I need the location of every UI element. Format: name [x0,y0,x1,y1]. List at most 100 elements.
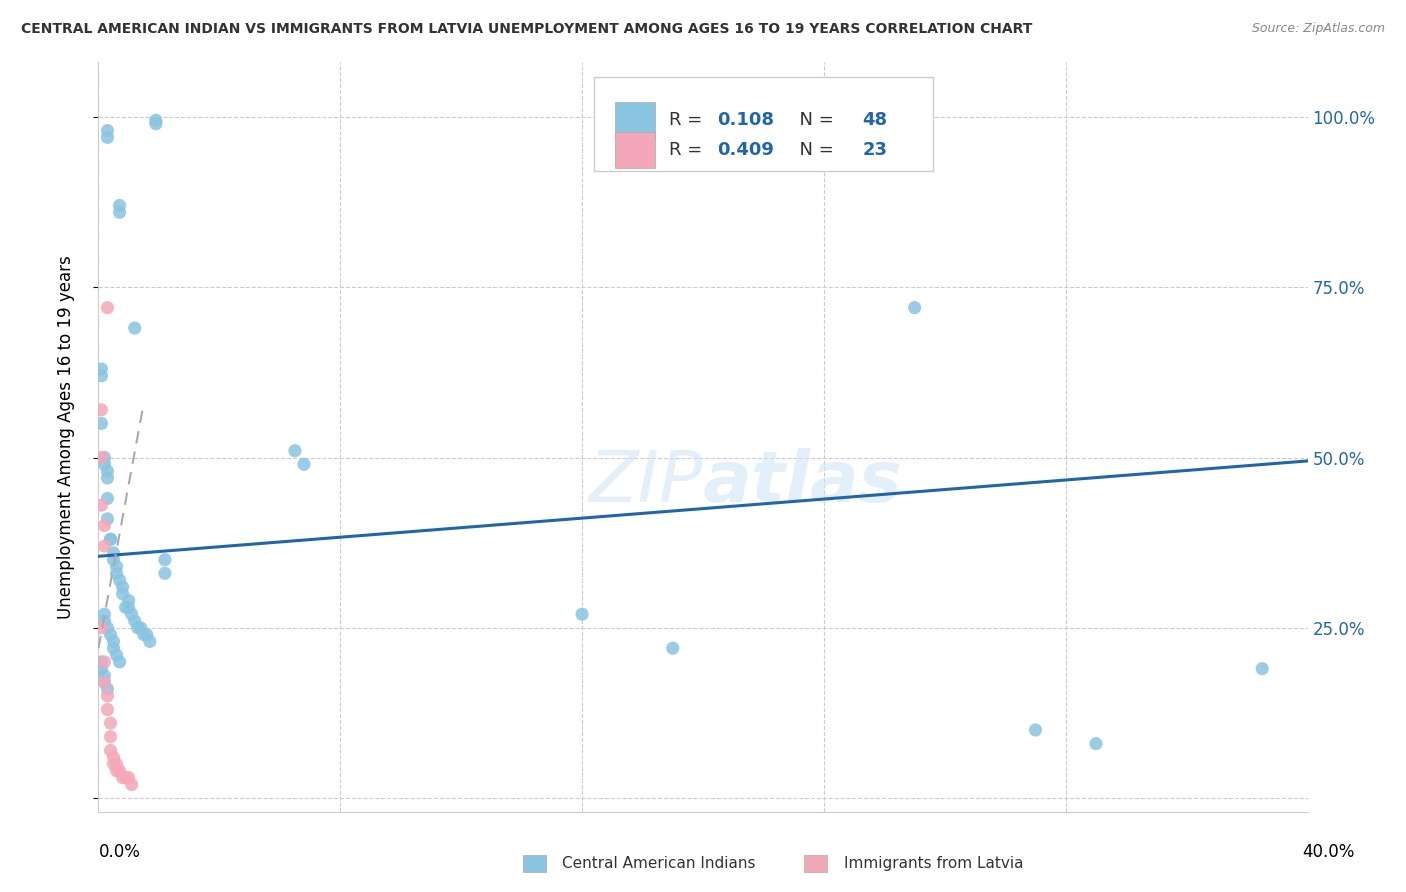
Point [108,205,131,219]
Point [96,512,118,526]
Point [93,614,115,628]
Point [90,402,112,417]
Point [96,130,118,145]
Point [124,321,146,335]
Point [105,764,128,778]
Point [90,498,112,512]
Point [145,117,167,131]
Point [1251,662,1274,676]
Point [121,607,143,622]
Point [108,573,131,587]
Point [111,587,134,601]
Point [145,113,167,128]
Point [90,417,112,431]
Point [129,621,152,635]
Text: 23: 23 [863,141,887,159]
Point [100,627,122,641]
Point [111,771,134,785]
Point [96,471,118,485]
Point [90,621,112,635]
Point [96,682,118,697]
Point [121,777,143,791]
Point [103,750,125,764]
Point [93,518,115,533]
Point [292,458,315,472]
Point [96,301,118,315]
Text: N =: N = [787,112,839,129]
Point [132,627,155,641]
Text: 48: 48 [863,112,887,129]
Point [108,198,131,212]
Point [108,655,131,669]
Point [661,641,683,656]
Point [103,757,125,772]
Point [105,757,128,772]
Text: Source: ZipAtlas.com: Source: ZipAtlas.com [1251,22,1385,36]
Point [571,607,593,622]
Point [108,764,131,778]
Point [127,621,149,635]
Point [1024,723,1046,737]
Point [90,662,112,676]
Point [96,464,118,478]
Point [118,600,141,615]
Point [100,743,122,757]
Text: atlas: atlas [703,448,903,516]
Point [105,566,128,581]
Point [90,655,112,669]
Point [105,559,128,574]
Point [118,593,141,607]
Y-axis label: Unemployment Among Ages 16 to 19 years: Unemployment Among Ages 16 to 19 years [56,255,75,619]
Point [90,368,112,383]
Point [105,648,128,662]
Point [100,730,122,744]
Point [93,675,115,690]
Point [93,458,115,472]
Point [100,533,122,547]
Point [103,634,125,648]
Point [100,716,122,731]
Bar [804,855,827,872]
Bar [614,132,655,168]
Point [114,771,136,785]
Text: R =: R = [669,141,709,159]
Text: 40.0%: 40.0% [1302,843,1355,861]
Point [103,552,125,566]
Text: 0.409: 0.409 [717,141,775,159]
Point [96,689,118,703]
Point [103,546,125,560]
FancyBboxPatch shape [595,78,932,171]
Text: Immigrants from Latvia: Immigrants from Latvia [844,856,1024,871]
Point [1085,737,1108,751]
Point [96,491,118,506]
Text: N =: N = [787,141,839,159]
Point [111,580,134,594]
Point [118,771,141,785]
Point [103,641,125,656]
Bar [614,103,655,138]
Point [96,621,118,635]
Point [96,702,118,716]
Point [93,668,115,682]
Point [124,614,146,628]
Point [93,607,115,622]
Text: 0.0%: 0.0% [98,843,141,861]
Text: Central American Indians: Central American Indians [562,856,756,871]
Point [90,450,112,465]
Point [93,450,115,465]
Point [139,634,162,648]
Point [96,123,118,137]
Point [904,301,927,315]
Point [153,552,176,566]
Point [93,675,115,690]
Point [135,627,157,641]
Point [90,362,112,376]
Point [100,533,122,547]
Point [284,443,307,458]
Point [93,539,115,553]
Point [153,566,176,581]
Text: ZIP: ZIP [589,448,703,516]
Point [93,655,115,669]
Text: 0.108: 0.108 [717,112,775,129]
Bar [523,855,546,872]
